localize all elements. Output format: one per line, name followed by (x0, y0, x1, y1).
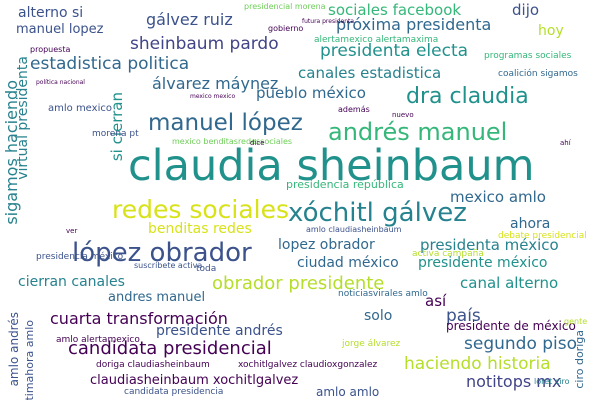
cloud-word: estadistica politica (30, 54, 190, 74)
cloud-word: andrés manuel (328, 118, 508, 146)
cloud-word: cuarta transformación (50, 309, 228, 328)
cloud-word: jorge álvarez (342, 339, 401, 349)
cloud-word: activa campaña (412, 249, 484, 259)
cloud-word: gálvez ruiz (146, 10, 233, 29)
cloud-word: amlo mexico (48, 103, 112, 114)
cloud-word: lopez obrador (278, 237, 375, 253)
cloud-word: cierran canales (18, 274, 125, 290)
cloud-word: presidencia méxico (36, 252, 124, 262)
cloud-word: manuel lopez (16, 22, 104, 37)
cloud-word: obrador presidente (212, 273, 385, 294)
cloud-word: presidenta electa (320, 41, 469, 61)
cloud-word: ahí (560, 139, 571, 147)
cloud-word: redes sociales (112, 195, 290, 224)
cloud-word: amlo amlo (316, 385, 380, 399)
cloud-word: país (446, 306, 481, 326)
cloud-word: candidata presidencial (68, 338, 272, 359)
cloud-word: ver (66, 227, 78, 235)
cloud-word: segundo piso (464, 334, 578, 354)
cloud-word: presidenta méxico (420, 236, 559, 254)
cloud-word: propuesta (30, 45, 71, 54)
cloud-word: presidencial morena (244, 2, 326, 11)
cloud-word: gobierno (268, 24, 304, 33)
cloud-word: coalición sigamos (498, 69, 578, 79)
cloud-word: suscríbete activa (134, 261, 203, 270)
cloud-word: dijo (512, 1, 540, 19)
cloud-word: sociales facebook (328, 1, 462, 19)
cloud-word: loret ciro (534, 377, 570, 386)
cloud-word: mexico amlo (450, 188, 546, 206)
cloud-word: dice (250, 139, 265, 147)
cloud-word: manuel lópez (148, 110, 303, 136)
cloud-word: presidente andrés (156, 323, 283, 339)
cloud-word: futura presidenta (302, 18, 355, 25)
cloud-word: presidente de méxico (446, 319, 576, 333)
cloud-word: ultimahora amlo (23, 320, 36, 400)
cloud-word: canal alterno (460, 274, 559, 292)
cloud-word: presidencia república (286, 178, 404, 191)
cloud-word: doriga claudiasheinbaum (96, 360, 210, 370)
cloud-word: si cierran (108, 92, 126, 162)
cloud-word: amlo claudiasheinbaum (306, 225, 402, 234)
cloud-word: programas sociales (484, 51, 572, 61)
cloud-word: política nacional (36, 79, 85, 86)
cloud-word: claudia sheinbaum (128, 141, 535, 191)
cloud-word: ciro doriga (573, 330, 586, 389)
cloud-word: toda (196, 264, 217, 274)
cloud-word: candidata presidencia (124, 387, 224, 397)
cloud-word: gente (564, 317, 588, 326)
cloud-word: notitops mx (466, 372, 562, 391)
cloud-word: álvarez máynez (152, 74, 279, 93)
cloud-word: nuevo (392, 111, 414, 119)
cloud-word: virtual presidenta (15, 56, 31, 180)
cloud-word: mexico mexico (190, 93, 236, 100)
cloud-word: amlo alertamexico (56, 335, 140, 345)
cloud-word: xochitlgalvez claudioxgonzalez (238, 360, 378, 370)
cloud-word: solo (364, 308, 393, 324)
cloud-word: haciendo historia (404, 354, 551, 374)
cloud-word: lópez obrador (72, 238, 252, 268)
cloud-word: hoy (538, 23, 564, 39)
cloud-word: claudiasheinbaum xochitlgalvez (90, 373, 299, 388)
cloud-word: alertamexico alertamaxima (314, 35, 439, 45)
cloud-word: dra claudia (406, 84, 529, 109)
cloud-word: noticiasvirales amlo (338, 289, 428, 299)
cloud-word: mexico benditasredessociales (172, 137, 293, 146)
cloud-word: presidente méxico (418, 255, 548, 271)
cloud-word: canales estadistica (298, 64, 442, 82)
cloud-word: benditas redes (148, 221, 252, 237)
cloud-word: sheinbaum pardo (130, 34, 279, 54)
cloud-word: pueblo méxico (256, 84, 366, 102)
cloud-word: ciudad méxico (297, 255, 399, 271)
cloud-word: andres manuel (108, 290, 206, 305)
cloud-word: xóchitl gálvez (288, 198, 467, 228)
cloud-word: ahora (510, 216, 551, 232)
cloud-word: amlo andrés (7, 312, 21, 387)
cloud-word: morena pt (92, 129, 139, 139)
cloud-word: alterno si (18, 5, 84, 21)
cloud-word: próxima presidenta (336, 15, 492, 34)
cloud-word: debate presidencial (498, 231, 587, 241)
cloud-word: además (338, 105, 370, 114)
cloud-word: así (425, 292, 447, 310)
